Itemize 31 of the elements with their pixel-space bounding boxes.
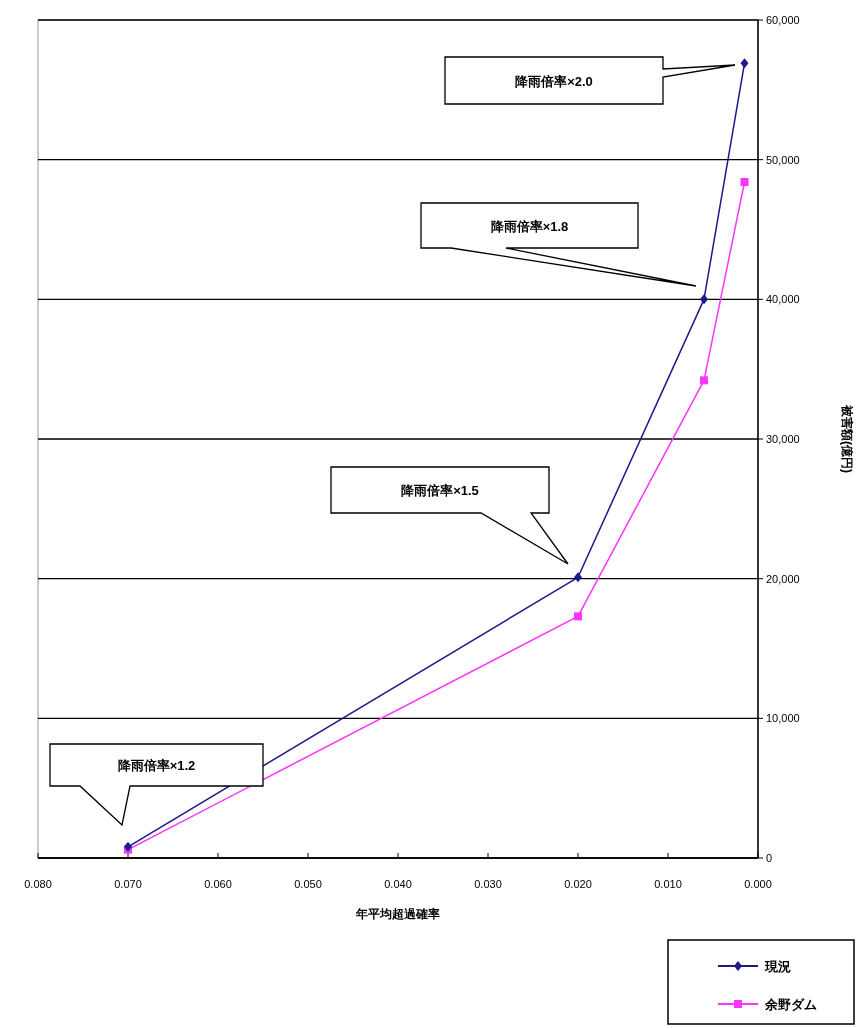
point xyxy=(740,58,749,69)
point xyxy=(124,841,132,852)
x-tick-label: 0.080 xyxy=(24,878,52,890)
annotation: 降雨倍率×1.2 xyxy=(117,758,196,773)
point xyxy=(740,178,749,187)
y-tick-label: 20,000 xyxy=(766,572,800,585)
y-tick-label: 60,000 xyxy=(766,14,800,26)
x-tick-label: 0.020 xyxy=(564,878,592,890)
y-tick-label: 40,000 xyxy=(766,293,800,306)
y-tick-label: 50,000 xyxy=(766,153,800,166)
y-tick-label: 30,000 xyxy=(766,433,800,445)
point xyxy=(574,612,582,621)
legend-label: 現況 xyxy=(764,959,791,974)
annotation: 降雨倍率×1.8 xyxy=(490,218,569,234)
y-tick-label: 10,000 xyxy=(766,712,800,725)
y-tick-label: 0 xyxy=(766,852,773,864)
x-tick-label: 0.070 xyxy=(114,878,142,890)
x-tick-label: 0.040 xyxy=(384,878,412,890)
point xyxy=(700,376,708,385)
x-tick-label: 0.050 xyxy=(294,878,322,890)
point xyxy=(574,572,582,583)
annotation: 降雨倍率×1.5 xyxy=(401,483,479,498)
x-tick-label: 0.030 xyxy=(474,878,502,890)
legend-label: 余野ダム xyxy=(764,997,817,1012)
x-axis-title: 年平均超過確率 xyxy=(355,907,440,921)
y-axis-title: 被害額(億円) xyxy=(840,404,854,473)
x-tick-label: 0.000 xyxy=(744,878,772,890)
point xyxy=(700,294,708,305)
x-tick-label: 0.010 xyxy=(654,878,682,890)
x-tick-label: 0.060 xyxy=(204,878,232,890)
annotation: 降雨倍率×2.0 xyxy=(515,73,593,89)
